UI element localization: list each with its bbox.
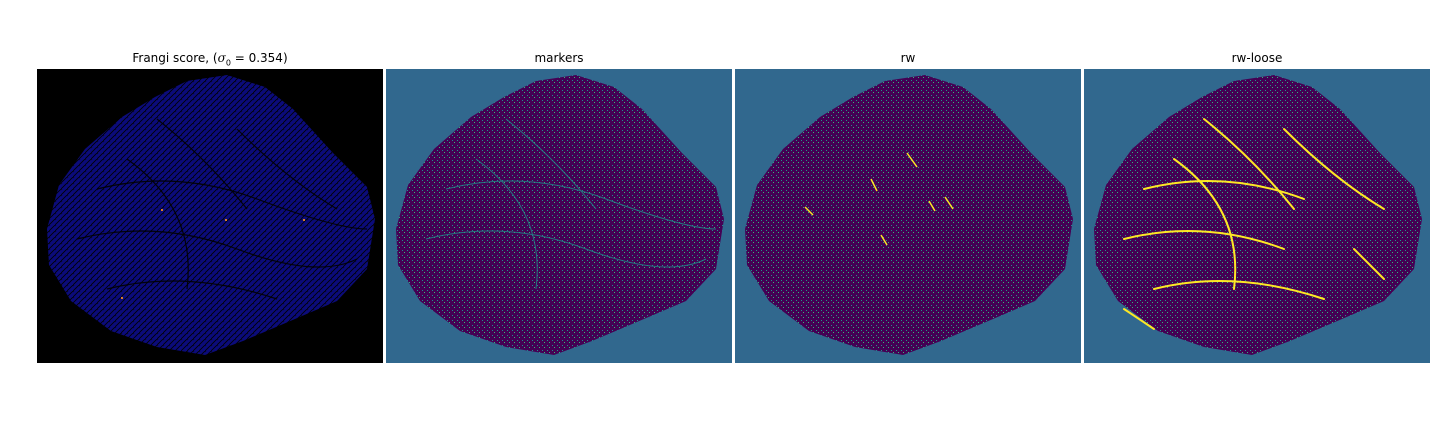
rw-loose-canvas [1084, 69, 1430, 363]
rw-canvas [735, 69, 1081, 363]
markers-canvas [386, 69, 732, 363]
markers-title: markers [534, 51, 584, 65]
rw-loose-title: rw-loose [1231, 51, 1283, 65]
markers-image [386, 69, 732, 363]
rw-loose-image [1084, 69, 1430, 363]
frangi-score-title: Frangi score, (σ0 = 0.354) [132, 51, 288, 68]
rw-image [735, 69, 1081, 363]
rw-title: rw [900, 51, 916, 65]
frangi-score-image [37, 69, 383, 363]
frangi-score-canvas [37, 69, 383, 363]
